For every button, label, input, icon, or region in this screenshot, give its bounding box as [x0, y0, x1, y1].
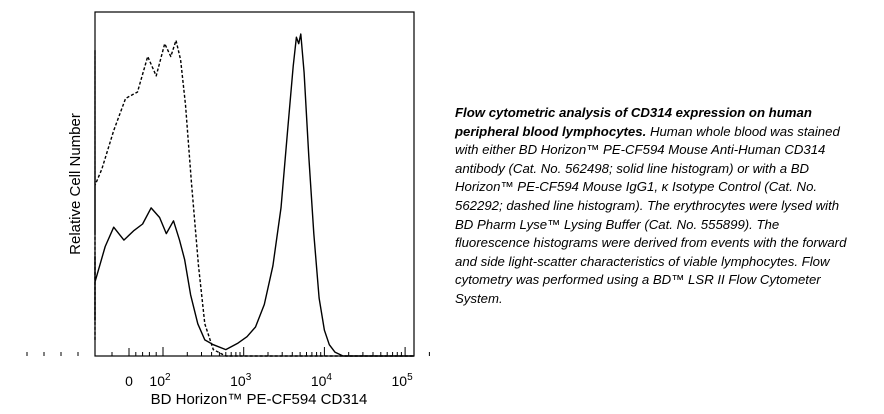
- x-tick-label: 102: [149, 372, 171, 389]
- plot-border: [94, 11, 415, 357]
- x-tick-exponent: 5: [407, 372, 413, 383]
- x-tick-label: 104: [311, 372, 333, 389]
- x-tick-exponent: 2: [165, 372, 171, 383]
- plot-frame: [94, 11, 415, 357]
- cd314-histogram: [94, 33, 414, 357]
- x-tick-exponent: 3: [246, 372, 252, 383]
- y-axis-label: Relative Cell Number: [67, 113, 84, 255]
- isotype-control-histogram: [94, 39, 414, 357]
- x-tick-label: 105: [392, 372, 414, 389]
- x-tick-labels: 0 102 103 104 105: [125, 372, 413, 389]
- x-tick-base: 10: [230, 373, 246, 389]
- x-axis-label: BD Horizon™ PE-CF594 CD314: [151, 391, 368, 408]
- caption-title: Flow cytometric analysis of CD314 expres…: [455, 105, 812, 139]
- caption-body: Human whole blood was stained with eithe…: [455, 123, 847, 306]
- x-axis-ticks: [26, 347, 430, 356]
- x-tick-label: 103: [230, 372, 252, 389]
- x-tick-base: 0: [125, 373, 133, 389]
- series-group: [94, 33, 414, 357]
- x-tick-base: 10: [311, 373, 327, 389]
- x-tick-exponent: 4: [326, 372, 332, 383]
- x-tick-base: 10: [392, 373, 408, 389]
- x-tick-label: 0: [125, 373, 133, 389]
- figure-caption: Flow cytometric analysis of CD314 expres…: [455, 104, 855, 309]
- x-tick-base: 10: [149, 373, 165, 389]
